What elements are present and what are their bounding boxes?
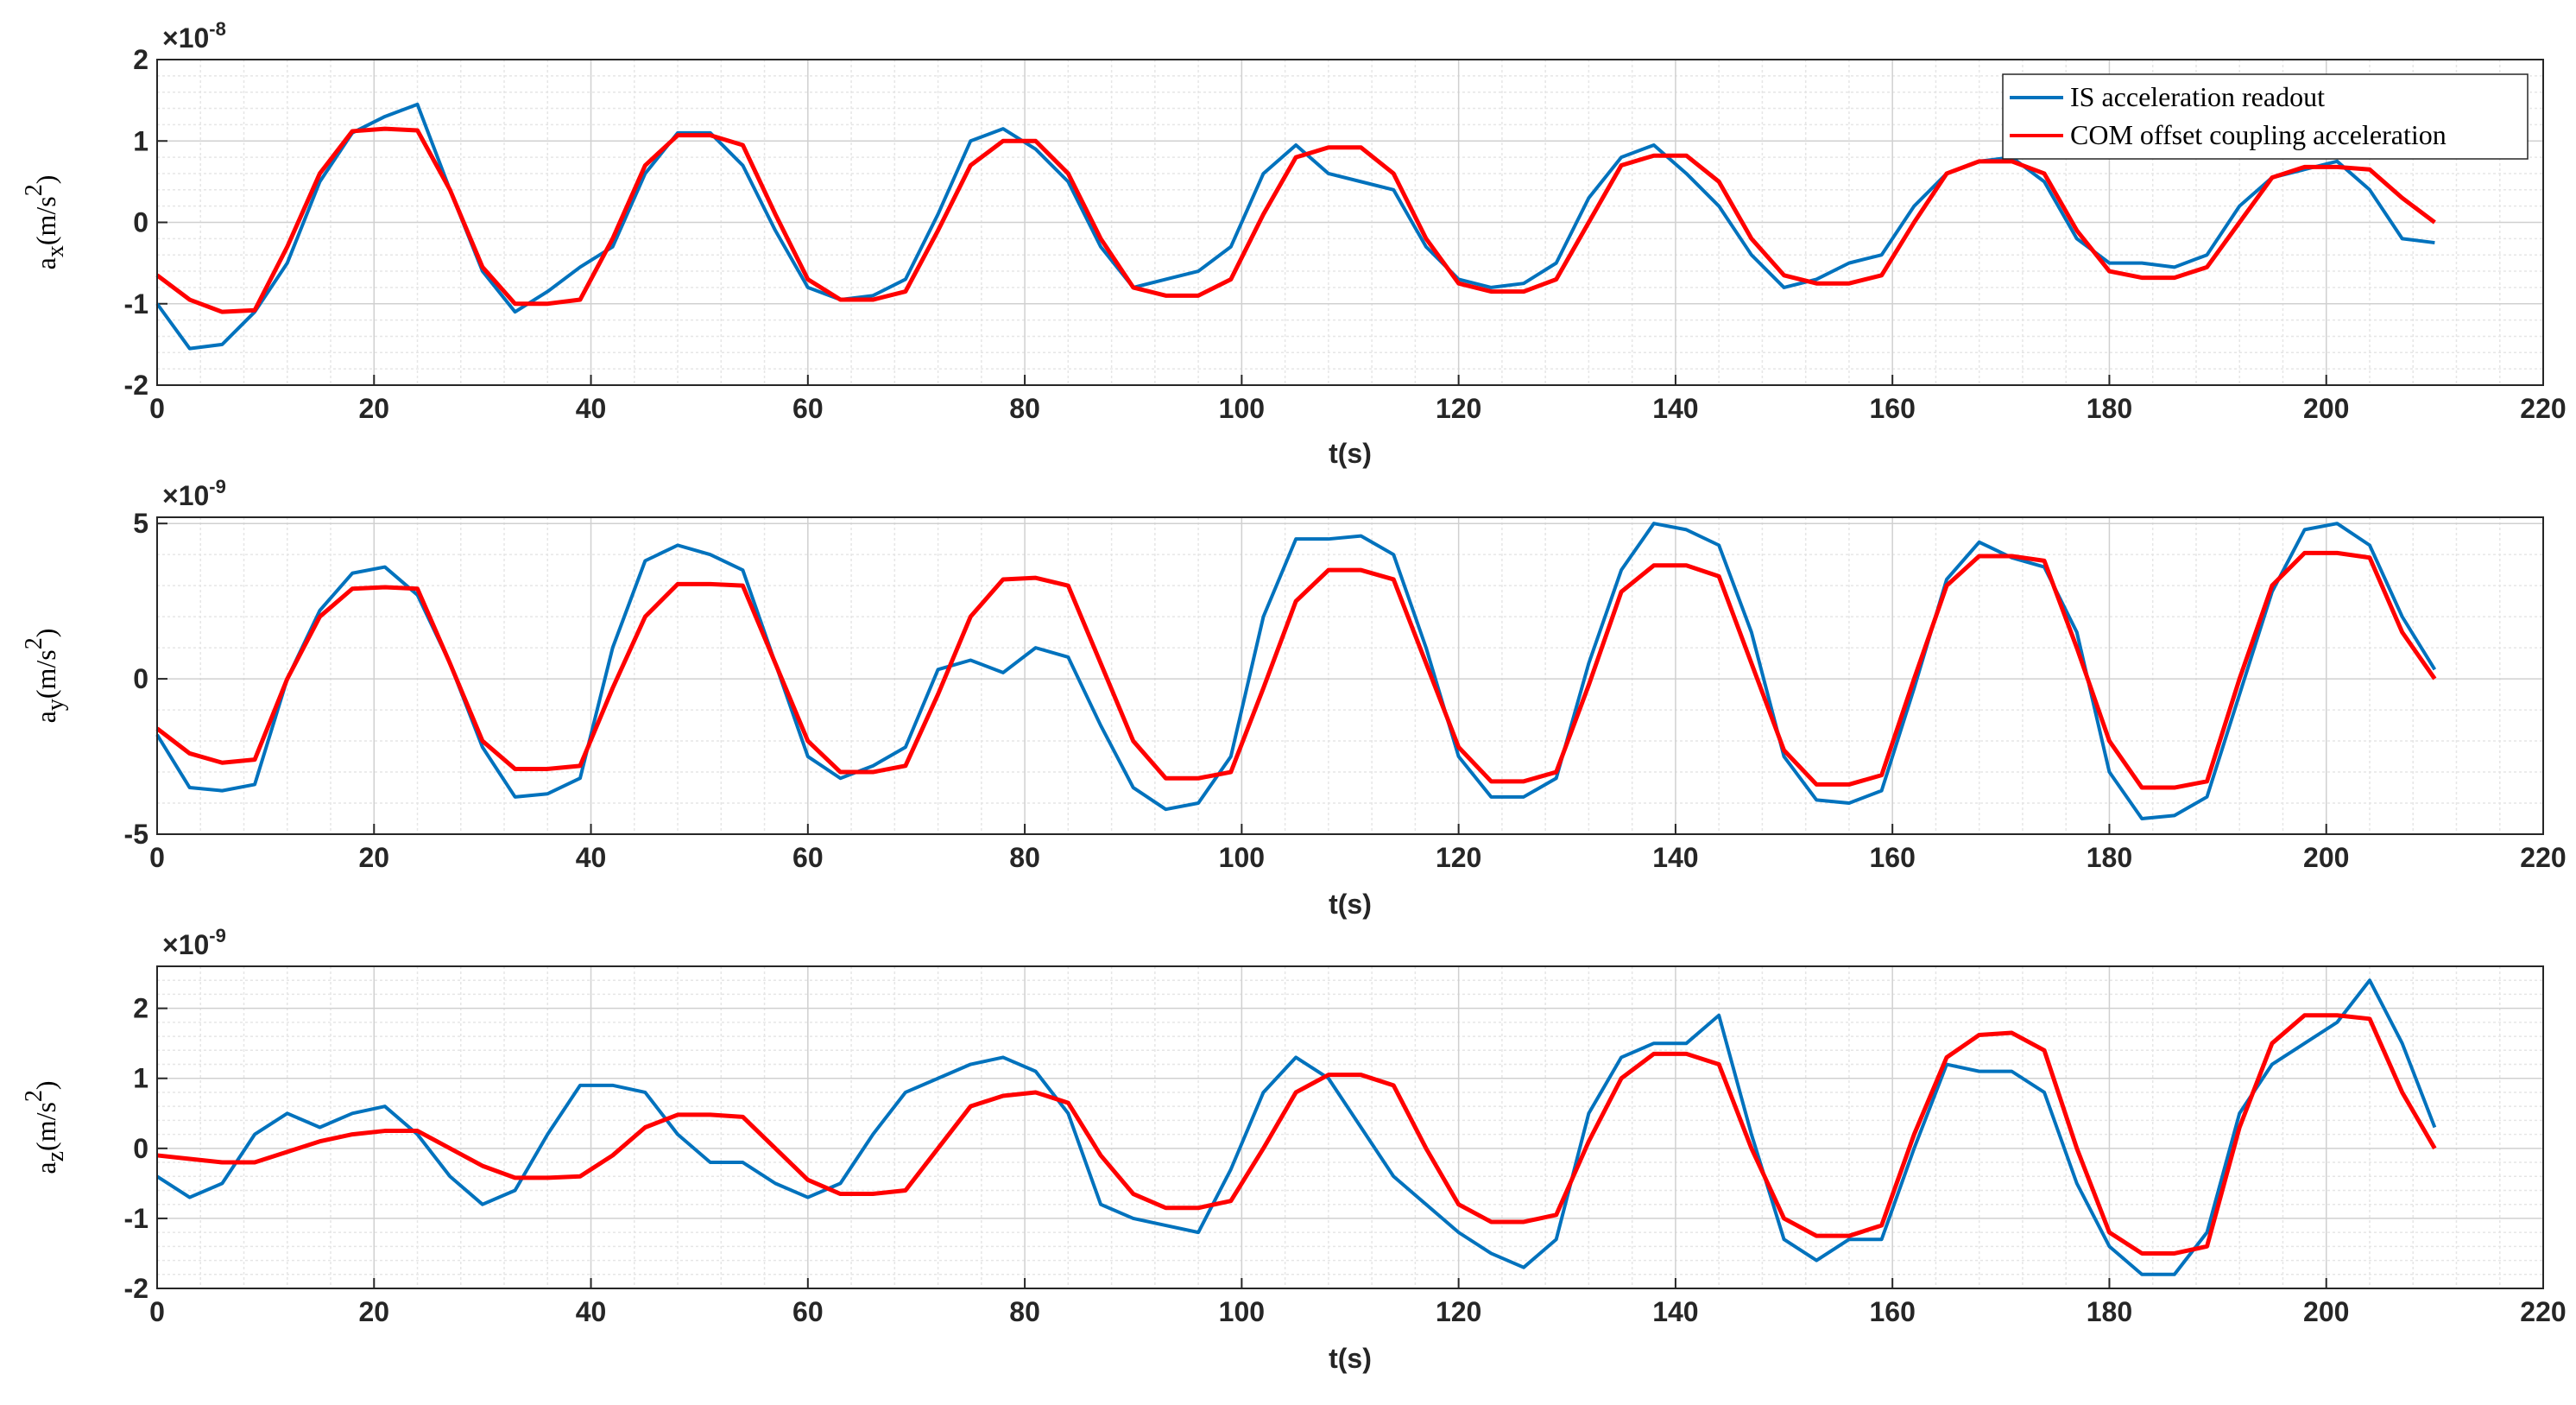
y-tick-label: -5	[124, 819, 148, 850]
exponent-power: -8	[209, 18, 226, 40]
y-label-base: a	[30, 1161, 61, 1174]
y-axis-label: ay(m/s2)	[21, 629, 69, 724]
x-tick-label: 60	[792, 393, 824, 424]
y-axis-label: ax(m/s2)	[21, 175, 69, 270]
y-axis-label: az(m/s2)	[21, 1080, 69, 1174]
y-label-unit: (m/s	[30, 196, 61, 245]
x-tick-label: 160	[1869, 842, 1915, 873]
y-label-base: a	[30, 257, 61, 269]
x-axis-label: t(s)	[1329, 438, 1372, 469]
axes-frame	[156, 516, 2544, 835]
x-tick-label: 60	[792, 1296, 824, 1327]
x-tick-label: 120	[1436, 842, 1481, 873]
y-tick-label: 0	[133, 207, 148, 238]
exponent-label: ×10-8	[162, 18, 226, 54]
y-label-power: 2	[21, 1090, 47, 1102]
x-tick-label: 180	[2087, 842, 2132, 873]
x-tick-label: 80	[1009, 842, 1040, 873]
y-tick-label: 1	[133, 125, 148, 156]
data-line	[156, 1013, 2437, 1256]
x-tick-label: 200	[2303, 842, 2349, 873]
y-label-unit: (m/s	[30, 1102, 61, 1151]
exponent-base: ×10	[162, 480, 209, 511]
x-axis-label: t(s)	[1329, 889, 1372, 920]
exponent-power: -9	[209, 925, 226, 946]
exponent-label: ×10-9	[162, 476, 226, 511]
y-label-base: a	[30, 711, 61, 723]
y-tick-label: -2	[124, 1273, 148, 1304]
y-label-close: )	[30, 175, 61, 185]
x-tick-label: 180	[2087, 1296, 2132, 1327]
x-tick-label: 120	[1436, 393, 1481, 424]
x-tick-label: 80	[1009, 393, 1040, 424]
x-tick-label: 40	[576, 1296, 607, 1327]
exponent-label: ×10-9	[162, 925, 226, 960]
x-tick-label: 160	[1869, 393, 1915, 424]
x-tick-label: 20	[358, 1296, 389, 1327]
x-tick-label: 40	[576, 393, 607, 424]
x-tick-label: 200	[2303, 1296, 2349, 1327]
x-tick-label: 200	[2303, 393, 2349, 424]
x-tick-label: 0	[149, 1296, 165, 1327]
x-tick-label: 160	[1869, 1296, 1915, 1327]
x-tick-label: 0	[149, 393, 165, 424]
x-tick-label: 120	[1436, 1296, 1481, 1327]
y-tick-label: 2	[133, 44, 148, 75]
x-tick-label: 140	[1652, 1296, 1698, 1327]
y-tick-label: 0	[133, 663, 148, 694]
y-label-power: 2	[21, 184, 47, 196]
exponent-base: ×10	[162, 929, 209, 960]
data-line	[155, 126, 2436, 314]
y-tick-label: 0	[133, 1133, 148, 1164]
y-label-sub: z	[42, 1151, 69, 1161]
axes-frame	[156, 59, 2544, 386]
exponent-power: -9	[209, 476, 226, 497]
legend-label: IS acceleration readout	[2070, 81, 2325, 112]
x-tick-label: 180	[2087, 393, 2132, 424]
exponent-base: ×10	[162, 22, 209, 54]
x-tick-label: 100	[1219, 1296, 1265, 1327]
x-tick-label: 40	[576, 842, 607, 873]
legend-label: COM offset coupling acceleration	[2070, 119, 2447, 150]
data-line	[155, 102, 2435, 351]
legend-box	[2002, 73, 2529, 160]
y-tick-label: 5	[133, 508, 148, 539]
y-label-power: 2	[21, 637, 47, 649]
x-tick-label: 20	[358, 393, 389, 424]
x-tick-label: 220	[2520, 393, 2566, 424]
x-tick-label: 80	[1009, 1296, 1040, 1327]
y-tick-label: -1	[124, 1203, 148, 1234]
y-label-close: )	[30, 1080, 61, 1090]
plot-area	[157, 966, 2543, 1288]
x-axis-label: t(s)	[1329, 1343, 1372, 1374]
axes-frame	[156, 965, 2544, 1289]
data-line	[155, 978, 2437, 1276]
x-tick-label: 60	[792, 842, 824, 873]
x-tick-label: 20	[358, 842, 389, 873]
y-label-sub: x	[42, 245, 69, 257]
x-tick-label: 100	[1219, 842, 1265, 873]
x-tick-label: 140	[1652, 842, 1698, 873]
y-label-close: )	[30, 629, 61, 638]
y-tick-label: -1	[124, 288, 148, 320]
y-label-unit: (m/s	[30, 649, 61, 699]
y-tick-label: -2	[124, 370, 148, 401]
x-tick-label: 0	[149, 842, 165, 873]
x-tick-label: 220	[2520, 1296, 2566, 1327]
x-tick-label: 140	[1652, 393, 1698, 424]
y-label-sub: y	[42, 699, 69, 711]
data-line	[155, 550, 2437, 790]
y-tick-label: 1	[133, 1063, 148, 1094]
x-tick-label: 100	[1219, 393, 1265, 424]
x-tick-label: 220	[2520, 842, 2566, 873]
y-tick-label: 2	[133, 993, 148, 1024]
